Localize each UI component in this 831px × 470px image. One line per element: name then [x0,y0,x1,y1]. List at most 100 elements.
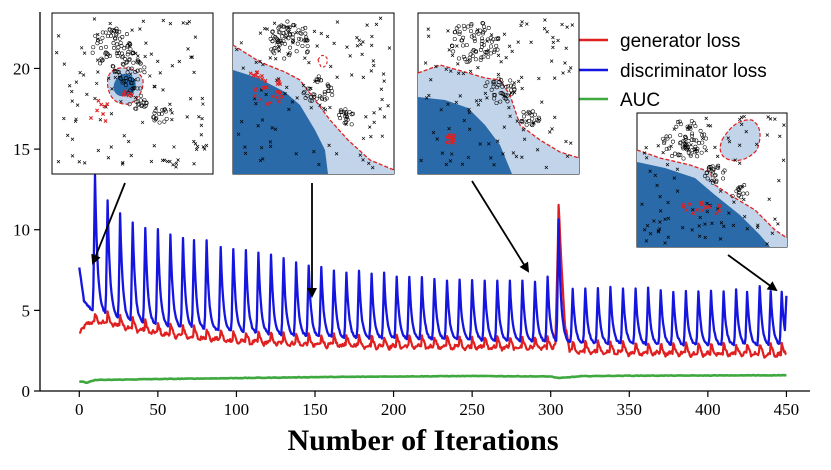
anomaly-sample-point [551,35,555,40]
anomaly-sample-point [62,62,67,66]
real-sample-point [479,36,484,41]
anomaly-sample-point [67,83,72,88]
anomaly-sample-point [106,156,111,160]
anomaly-sample-point [143,54,147,59]
anomaly-sample-point [287,107,291,112]
real-sample-point [481,21,486,26]
real-sample-point [272,46,277,51]
generated-sample-point [263,78,268,83]
anomaly-sample-point [540,100,544,104]
anomaly-sample-point [718,237,723,241]
anomaly-sample-point [512,81,517,85]
real-sample-point [511,84,516,89]
real-sample-point [690,147,695,152]
inset-4-boundary [637,149,787,239]
real-sample-point [716,165,721,170]
anomaly-sample-point [122,134,127,138]
generated-sample-point [252,93,257,98]
anomaly-sample-point [108,21,112,26]
anomaly-sample-point [132,78,137,82]
real-sample-point [689,137,694,142]
real-sample-point [300,43,305,48]
anomaly-sample-point [109,112,114,116]
anomaly-sample-point [450,53,455,58]
anomaly-sample-point [642,228,647,232]
real-sample-point [699,150,704,155]
real-sample-point [303,25,308,30]
real-sample-point [139,104,144,109]
anomaly-sample-point [149,159,154,164]
real-sample-point [498,99,503,104]
anomaly-sample-point [666,200,670,205]
anomaly-sample-point [770,231,775,236]
x-tick-label: 100 [224,400,250,419]
real-sample-point [138,86,143,91]
y-tick-label: 20 [13,59,30,78]
real-sample-point [297,36,301,41]
anomaly-sample-point [127,44,131,48]
real-sample-point [298,37,303,42]
real-sample-point [290,32,295,37]
anomaly-sample-point [162,158,167,163]
anomaly-sample-point [512,90,517,95]
anomaly-sample-point [727,139,732,144]
anomaly-sample-point [461,71,466,76]
anomaly-sample-point [254,101,258,106]
real-sample-point [496,37,501,42]
anomaly-sample-point [309,86,313,91]
real-sample-point [115,29,119,34]
real-sample-point [135,99,140,104]
anomaly-sample-point [446,29,450,33]
anomaly-sample-point [563,61,567,65]
real-sample-point [120,55,125,60]
real-sample-point [685,145,690,150]
anomaly-sample-point [283,91,287,96]
anomaly-sample-point [690,207,695,212]
anomaly-sample-point [348,54,352,58]
anomaly-sample-point [201,145,206,149]
anomaly-sample-point [96,148,101,153]
anomaly-sample-point [537,76,541,81]
real-sample-point [144,101,149,106]
real-sample-point [118,75,123,80]
anomaly-sample-point [128,72,133,76]
real-sample-point [722,168,727,173]
anomaly-sample-point [483,91,488,96]
real-sample-point [99,58,104,63]
anomaly-sample-point [148,74,152,78]
anomaly-sample-point [722,224,726,229]
generated-sample-point [275,82,280,87]
anomaly-sample-point [680,225,685,230]
anomaly-sample-point [96,70,100,74]
real-sample-point [692,121,696,126]
real-sample-point [456,56,461,61]
anomaly-sample-point [287,25,291,30]
real-sample-point [479,44,484,49]
anomaly-sample-point [367,161,371,166]
anomaly-sample-point [478,142,483,146]
real-sample-point [461,23,466,28]
real-sample-point [120,80,125,85]
real-sample-point [469,29,473,34]
anomaly-sample-point [489,156,493,160]
anomaly-sample-point [82,161,87,165]
real-sample-point [275,37,280,42]
anomaly-sample-point [149,52,154,56]
anomaly-sample-point [502,125,507,129]
anomaly-sample-point [186,47,190,51]
real-sample-point [704,136,709,141]
legend-label-discriminator: discriminator loss [620,61,767,82]
anomaly-sample-point [192,139,196,144]
real-sample-point [466,59,471,64]
anomaly-sample-point [502,94,506,99]
real-sample-point [690,133,695,138]
anomaly-sample-point [284,85,289,90]
anomaly-sample-point [129,153,134,158]
real-sample-point [503,92,508,97]
anomaly-sample-point [62,116,66,121]
real-sample-point [678,153,683,157]
anomaly-sample-point [467,107,471,112]
anomaly-sample-point [369,43,374,48]
anomaly-sample-point [776,222,780,226]
real-sample-point [344,110,348,115]
